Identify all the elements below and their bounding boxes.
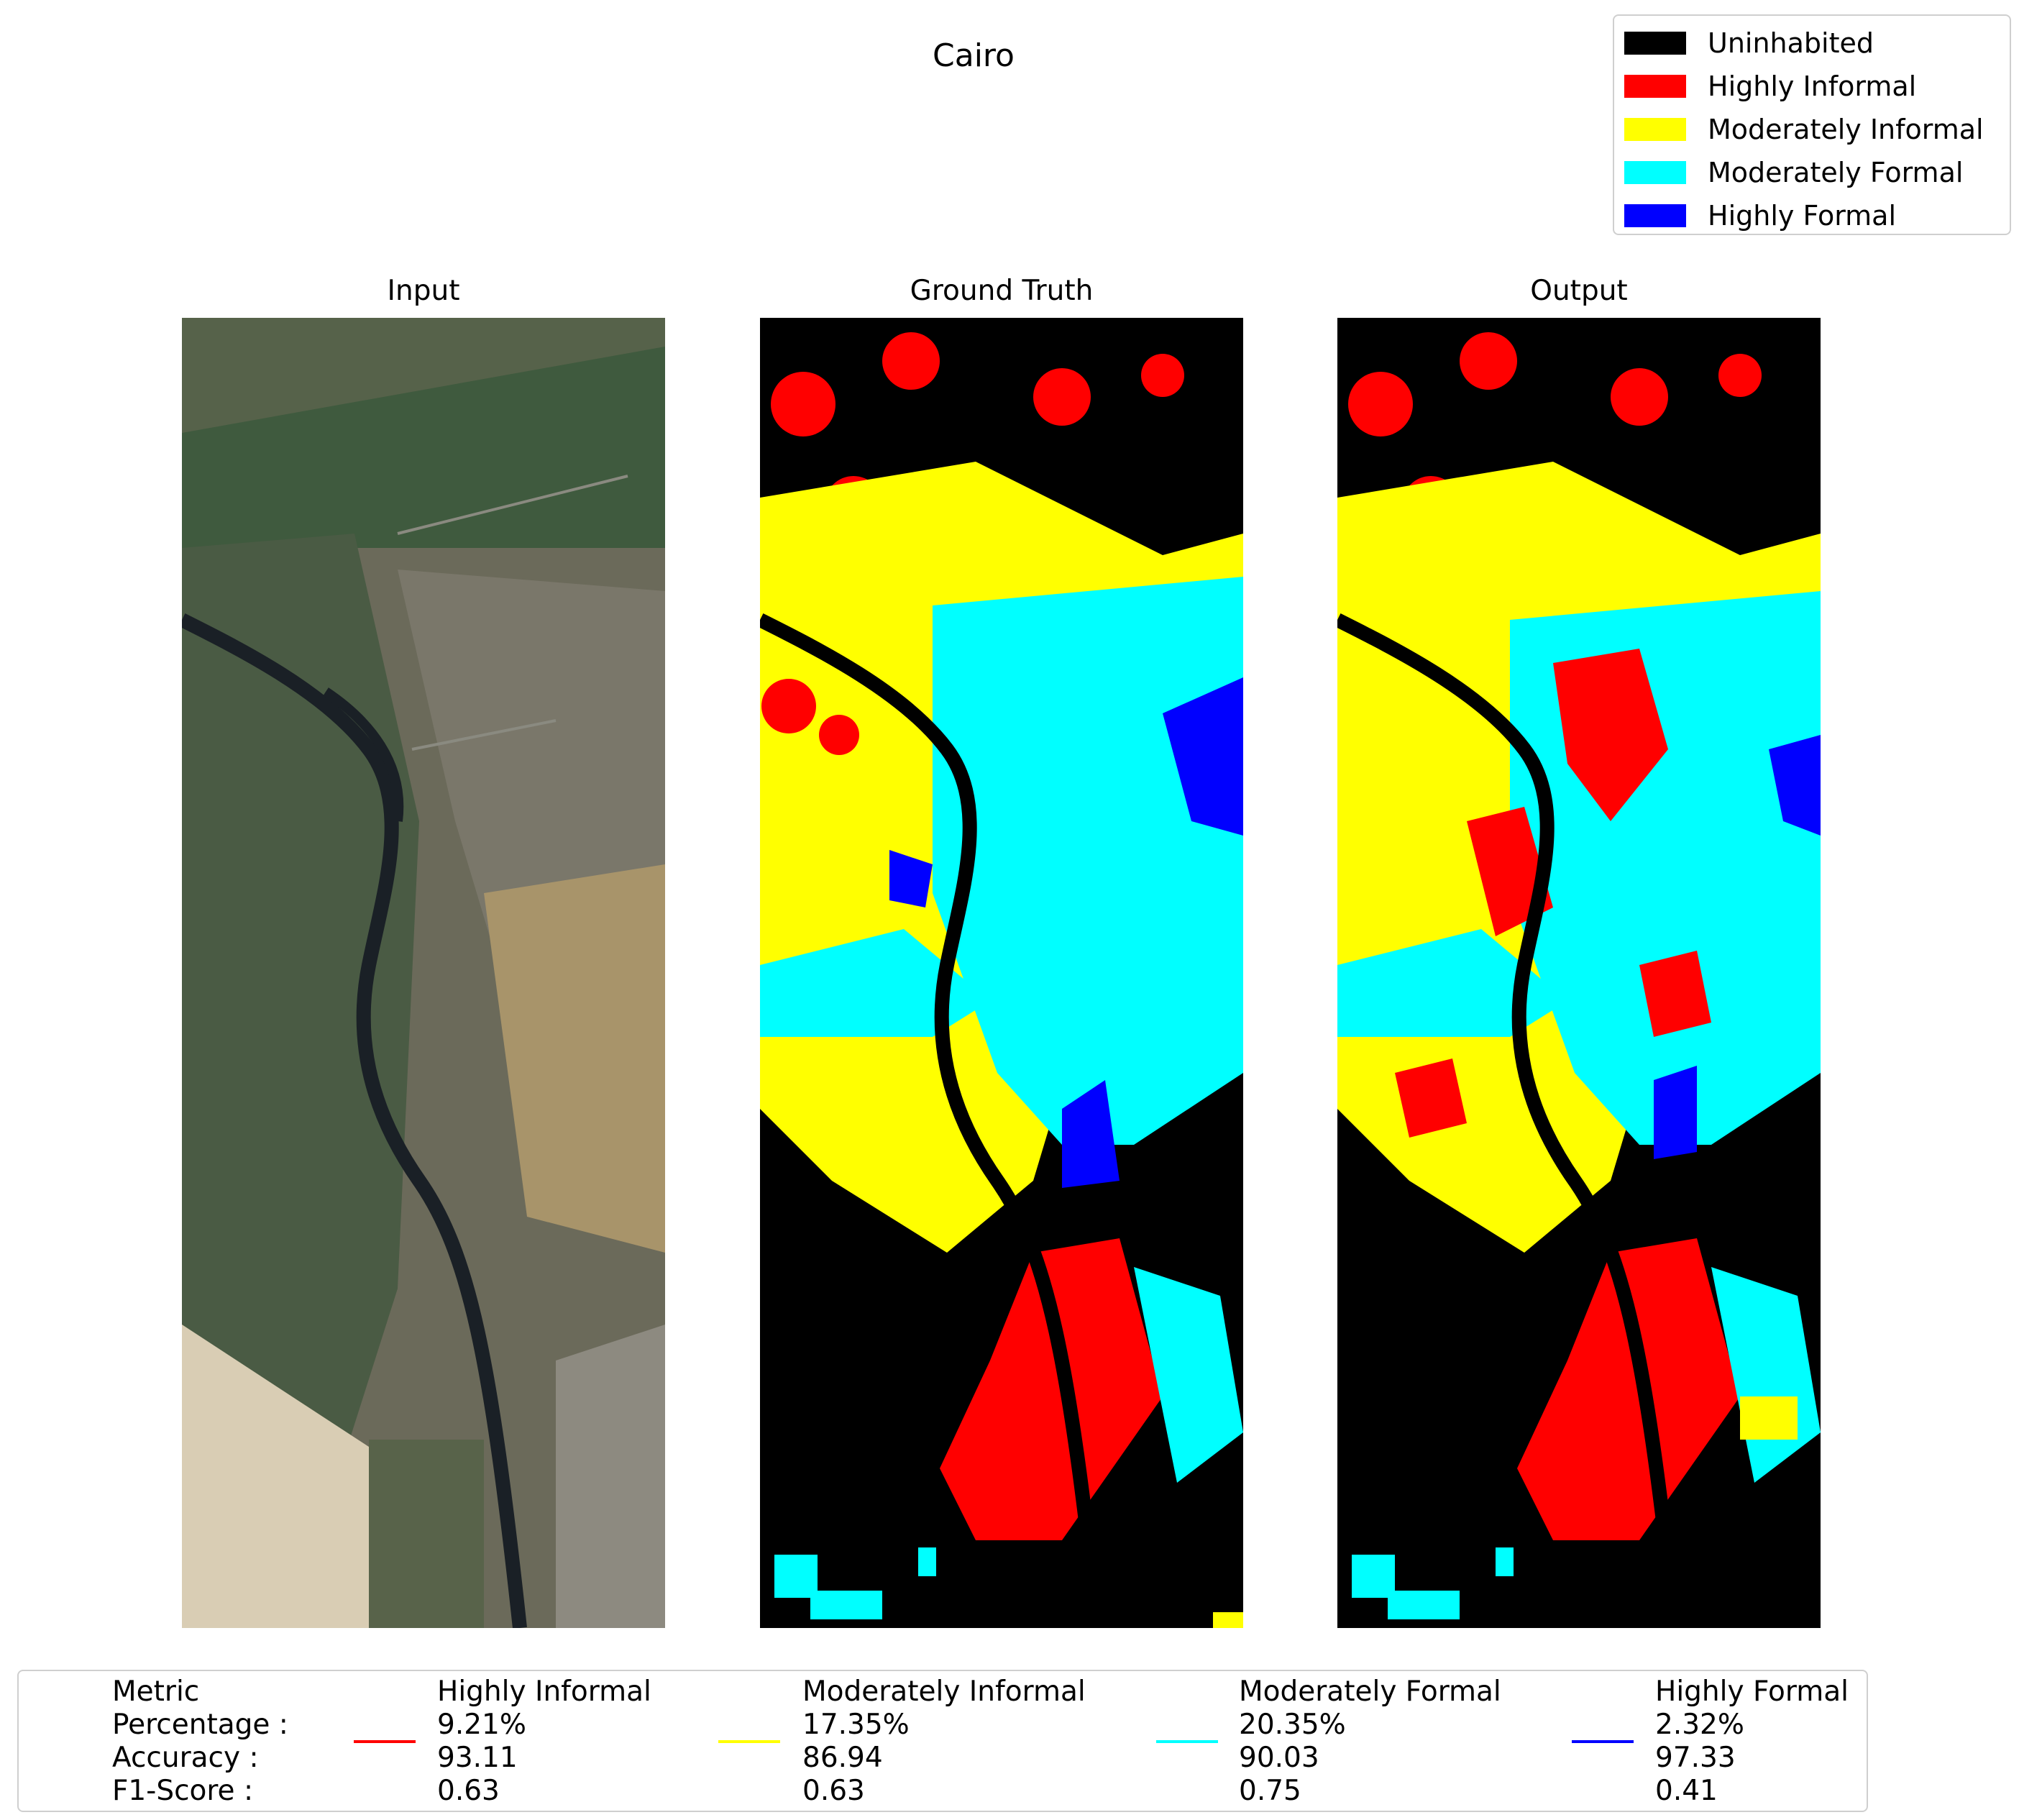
input-panel-title: Input — [387, 275, 460, 307]
legend-swatch-moderately-informal — [1624, 118, 1686, 141]
class-accuracy: 86.94 — [802, 1742, 883, 1774]
class-accuracy: 97.33 — [1655, 1742, 1736, 1774]
class-percentage: 2.32% — [1655, 1709, 1744, 1741]
percentage-header-label: Percentage : — [112, 1709, 288, 1741]
legend-label: Highly Informal — [1708, 70, 1917, 102]
output-panel-title: Output — [1530, 275, 1628, 307]
legend-item-moderately-informal: Moderately Informal — [1624, 114, 1984, 145]
metrics-column-highly-formal: Highly Formal 2.32% 97.33 0.41 — [1655, 1675, 1849, 1808]
moderately-informal-line — [718, 1740, 780, 1743]
class-accuracy: 90.03 — [1239, 1742, 1319, 1774]
legend-label: Moderately Formal — [1708, 157, 1964, 188]
ground-truth-panel-title: Ground Truth — [910, 275, 1094, 307]
class-name: Moderately Informal — [802, 1675, 1086, 1708]
legend-item-moderately-formal: Moderately Formal — [1624, 157, 1964, 188]
legend-swatch-highly-informal — [1624, 75, 1686, 98]
class-legend: Uninhabited Highly Informal Moderately I… — [1613, 14, 2011, 235]
legend-label: Highly Formal — [1708, 200, 1897, 232]
highly-informal-line — [354, 1740, 416, 1743]
class-f1: 0.41 — [1655, 1775, 1718, 1807]
legend-swatch-highly-formal — [1624, 204, 1686, 227]
class-accuracy: 93.11 — [437, 1742, 518, 1774]
accuracy-header-label: Accuracy : — [112, 1742, 259, 1774]
class-f1: 0.75 — [1239, 1775, 1301, 1807]
highly-formal-line — [1572, 1740, 1634, 1743]
figure-title: Cairo — [933, 37, 1015, 74]
ground-truth-map — [760, 318, 1243, 1628]
metrics-header-column: Metric Percentage : Accuracy : F1-Score … — [112, 1675, 288, 1808]
legend-item-uninhabited: Uninhabited — [1624, 27, 1874, 59]
input-satellite-image — [182, 318, 665, 1628]
class-percentage: 9.21% — [437, 1709, 526, 1741]
legend-label: Uninhabited — [1708, 27, 1874, 59]
metrics-column-highly-informal: Highly Informal 9.21% 93.11 0.63 — [437, 1675, 651, 1808]
moderately-formal-line — [1156, 1740, 1218, 1743]
legend-swatch-moderately-formal — [1624, 161, 1686, 184]
class-f1: 0.63 — [437, 1775, 500, 1807]
class-percentage: 20.35% — [1239, 1709, 1346, 1741]
f1-header-label: F1-Score : — [112, 1775, 254, 1807]
legend-item-highly-informal: Highly Informal — [1624, 70, 1917, 102]
class-percentage: 17.35% — [802, 1709, 910, 1741]
class-name: Moderately Formal — [1239, 1675, 1501, 1708]
metrics-table: Metric Percentage : Accuracy : F1-Score … — [17, 1670, 1868, 1812]
output-map — [1337, 318, 1821, 1628]
class-f1: 0.63 — [802, 1775, 865, 1807]
legend-swatch-uninhabited — [1624, 32, 1686, 55]
class-name: Highly Formal — [1655, 1675, 1849, 1708]
legend-item-highly-formal: Highly Formal — [1624, 200, 1897, 232]
metrics-column-moderately-formal: Moderately Formal 20.35% 90.03 0.75 — [1239, 1675, 1501, 1808]
legend-label: Moderately Informal — [1708, 114, 1984, 145]
class-name: Highly Informal — [437, 1675, 651, 1708]
metrics-column-moderately-informal: Moderately Informal 17.35% 86.94 0.63 — [802, 1675, 1086, 1808]
metric-header-label: Metric — [112, 1675, 200, 1708]
